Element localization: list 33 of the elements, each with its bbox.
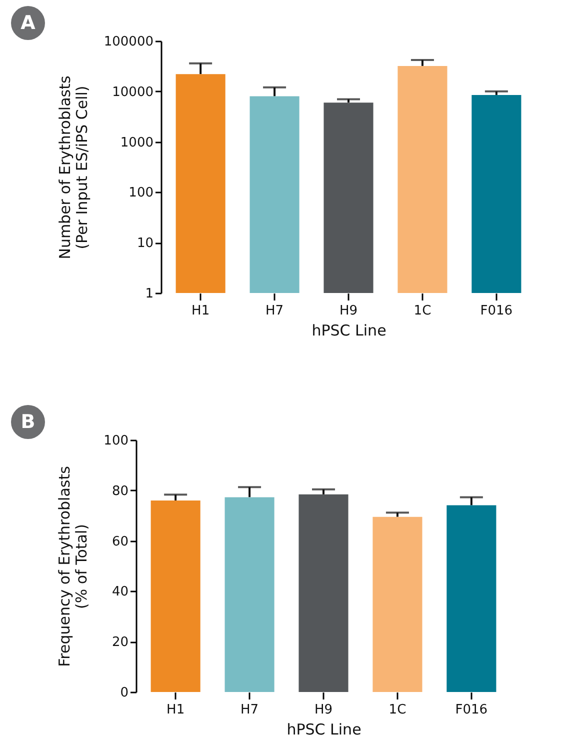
y-tick-label: 0 xyxy=(120,686,128,700)
x-tick-label: 1C xyxy=(414,304,432,318)
y-tick-label: 40 xyxy=(112,584,128,600)
x-tick-label: F016 xyxy=(455,702,488,718)
y-tick-label: 20 xyxy=(112,635,128,650)
bar xyxy=(372,516,422,692)
bar xyxy=(150,500,200,692)
y-tick-label: 100 xyxy=(104,434,128,448)
chart-title: B xyxy=(11,405,45,439)
x-tick-label: H1 xyxy=(166,702,185,718)
bar xyxy=(446,505,496,692)
x-tick-label: H7 xyxy=(240,702,259,718)
y-tick-label: 100000 xyxy=(104,34,154,50)
y-tick-label: 1 xyxy=(145,286,154,302)
x-tick-label: H1 xyxy=(192,304,210,318)
y-tick-label: 10000 xyxy=(112,84,154,100)
x-tick-label: F016 xyxy=(480,304,513,318)
y-tick-label: 10 xyxy=(136,236,154,252)
y-tick-label: 100 xyxy=(128,186,154,201)
bar xyxy=(224,497,274,692)
x-tick-label: 1C xyxy=(388,702,406,718)
chart-title: A xyxy=(11,6,45,40)
x-tick-label: H9 xyxy=(314,702,333,718)
y-tick-label: 60 xyxy=(112,534,128,550)
bar xyxy=(298,494,348,692)
x-tick-label: H9 xyxy=(339,304,358,318)
y-axis-title: Frequency of Erythroblasts (% of Total) xyxy=(56,466,91,667)
x-axis-title: hPSC Line xyxy=(312,322,386,340)
y-tick-label: 1000 xyxy=(120,135,154,150)
y-tick-label: 80 xyxy=(112,484,128,499)
y-axis-title: Number of Erythroblasts (Per Input ES/iPS Cell) xyxy=(56,76,91,260)
x-axis-title: hPSC Line xyxy=(286,720,362,738)
x-tick-label: H7 xyxy=(266,304,284,318)
